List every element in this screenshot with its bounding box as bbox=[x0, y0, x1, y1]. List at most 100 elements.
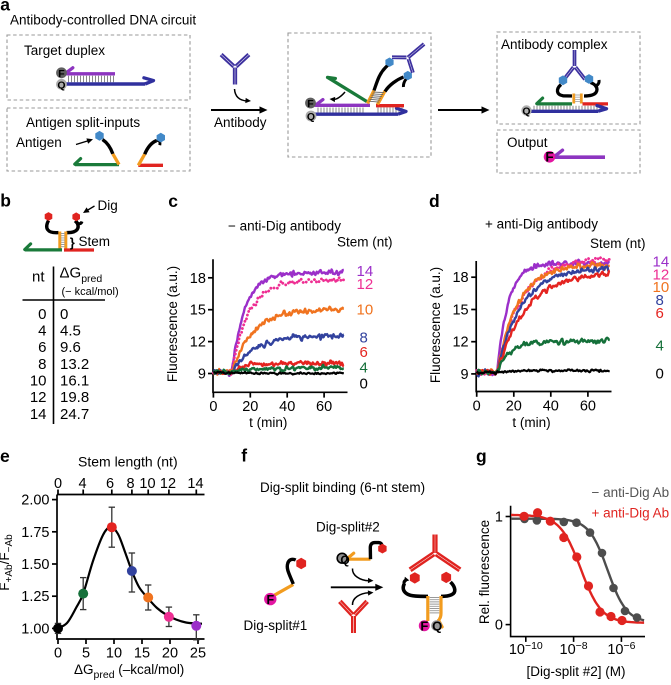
svg-text:Antigen split-inputs: Antigen split-inputs bbox=[26, 115, 140, 130]
svg-text:nt: nt bbox=[32, 269, 45, 286]
svg-text:8: 8 bbox=[38, 356, 46, 373]
svg-text:19.8: 19.8 bbox=[60, 389, 89, 406]
svg-text:Fluorescence (a.u.): Fluorescence (a.u.) bbox=[165, 266, 180, 382]
svg-text:(− kcal/mol): (− kcal/mol) bbox=[62, 286, 119, 298]
svg-text:8: 8 bbox=[656, 292, 664, 309]
svg-text:Q: Q bbox=[307, 111, 315, 123]
svg-text:20: 20 bbox=[242, 399, 258, 415]
svg-text:t (min): t (min) bbox=[249, 415, 287, 430]
svg-text:13.2: 13.2 bbox=[60, 356, 89, 373]
svg-text:15: 15 bbox=[190, 303, 206, 319]
svg-text:10: 10 bbox=[653, 279, 670, 296]
svg-text:Target duplex: Target duplex bbox=[24, 43, 105, 58]
svg-text:1.50: 1.50 bbox=[21, 557, 49, 573]
svg-text:40: 40 bbox=[279, 399, 295, 415]
svg-text:12: 12 bbox=[357, 276, 374, 293]
svg-text:ΔGpred (–kcal/mol): ΔGpred (–kcal/mol) bbox=[74, 662, 184, 681]
svg-text:9: 9 bbox=[198, 367, 206, 383]
svg-text:Antibody-controlled DNA circui: Antibody-controlled DNA circuit bbox=[10, 13, 196, 28]
svg-text:c: c bbox=[168, 191, 178, 211]
svg-text:F: F bbox=[307, 98, 314, 110]
svg-text:20: 20 bbox=[162, 646, 178, 662]
svg-text:6: 6 bbox=[360, 344, 368, 361]
svg-text:60: 60 bbox=[580, 398, 596, 414]
svg-text:[Dig-split #2] (M): [Dig-split #2] (M) bbox=[527, 664, 626, 679]
svg-text:Stem: Stem bbox=[79, 234, 111, 249]
svg-text:12: 12 bbox=[30, 389, 47, 406]
svg-text:12: 12 bbox=[160, 476, 176, 492]
svg-text:Dig: Dig bbox=[98, 198, 118, 213]
svg-text:1.25: 1.25 bbox=[21, 589, 49, 605]
svg-text:5: 5 bbox=[82, 646, 90, 662]
svg-text:2.00: 2.00 bbox=[21, 493, 49, 509]
svg-text:24.7: 24.7 bbox=[60, 406, 89, 423]
svg-text:0: 0 bbox=[473, 398, 481, 414]
svg-text:0: 0 bbox=[54, 476, 62, 492]
svg-text:Dig-split#1: Dig-split#1 bbox=[244, 618, 308, 633]
svg-text:Antibody complex: Antibody complex bbox=[501, 37, 608, 52]
svg-text:Antigen: Antigen bbox=[16, 135, 62, 150]
svg-text:t (min): t (min) bbox=[512, 415, 550, 430]
svg-text:8: 8 bbox=[126, 476, 134, 492]
svg-text:25: 25 bbox=[190, 646, 206, 662]
svg-text:+ anti-Dig antibody: + anti-Dig antibody bbox=[485, 217, 598, 232]
svg-text:18: 18 bbox=[452, 270, 468, 286]
svg-text:10: 10 bbox=[30, 373, 47, 390]
svg-text:Stem (nt): Stem (nt) bbox=[590, 236, 646, 251]
svg-text:}: } bbox=[70, 235, 75, 250]
svg-text:20: 20 bbox=[506, 398, 522, 414]
svg-text:Fluorescence (a.u.): Fluorescence (a.u.) bbox=[428, 267, 443, 383]
svg-text:Output: Output bbox=[507, 135, 548, 150]
svg-text:4: 4 bbox=[38, 323, 46, 340]
svg-text:10: 10 bbox=[106, 646, 122, 662]
svg-text:b: b bbox=[0, 190, 11, 210]
svg-text:Dig-split binding (6-nt stem): Dig-split binding (6-nt stem) bbox=[260, 480, 425, 495]
svg-text:1: 1 bbox=[495, 510, 503, 526]
svg-text:4.5: 4.5 bbox=[60, 323, 81, 340]
svg-text:0: 0 bbox=[60, 306, 68, 323]
svg-text:9: 9 bbox=[461, 367, 469, 383]
svg-text:14: 14 bbox=[357, 263, 374, 280]
svg-text:− anti-Dig antibody: − anti-Dig antibody bbox=[228, 219, 341, 234]
svg-text:F: F bbox=[420, 619, 428, 634]
svg-text:14: 14 bbox=[187, 476, 203, 492]
svg-text:− anti-Dig Ab: − anti-Dig Ab bbox=[592, 485, 670, 500]
svg-text:10: 10 bbox=[357, 302, 374, 319]
svg-text:4: 4 bbox=[360, 360, 368, 377]
svg-text:60: 60 bbox=[316, 399, 332, 415]
svg-text:12: 12 bbox=[452, 335, 468, 351]
svg-text:Antibody: Antibody bbox=[214, 115, 267, 130]
svg-text:6: 6 bbox=[656, 305, 664, 322]
svg-text:Stem (nt): Stem (nt) bbox=[337, 235, 393, 250]
svg-text:6: 6 bbox=[38, 339, 46, 356]
svg-text:0: 0 bbox=[495, 618, 503, 634]
svg-text:e: e bbox=[0, 446, 10, 466]
svg-text:15: 15 bbox=[134, 646, 150, 662]
svg-text:Dig-split#2: Dig-split#2 bbox=[316, 520, 380, 535]
svg-text:Q: Q bbox=[432, 619, 442, 634]
svg-text:0: 0 bbox=[38, 306, 46, 323]
svg-text:16.1: 16.1 bbox=[60, 373, 89, 390]
svg-text:4: 4 bbox=[78, 476, 86, 492]
svg-text:9.6: 9.6 bbox=[60, 339, 81, 356]
svg-text:g: g bbox=[476, 446, 487, 466]
svg-text:F+Ab/F−Ab: F+Ab/F−Ab bbox=[0, 534, 15, 591]
svg-text:Stem length (nt): Stem length (nt) bbox=[78, 454, 178, 470]
svg-text:14: 14 bbox=[30, 406, 47, 423]
svg-text:Q: Q bbox=[57, 79, 65, 91]
svg-text:1.00: 1.00 bbox=[21, 621, 49, 637]
svg-text:14: 14 bbox=[653, 254, 670, 271]
svg-text:a: a bbox=[0, 0, 10, 14]
svg-text:12: 12 bbox=[653, 267, 670, 284]
svg-text:1.75: 1.75 bbox=[21, 525, 49, 541]
svg-text:4: 4 bbox=[656, 338, 664, 355]
svg-text:6: 6 bbox=[106, 476, 114, 492]
svg-text:0: 0 bbox=[656, 366, 664, 383]
svg-text:F: F bbox=[545, 150, 553, 165]
svg-text:0: 0 bbox=[209, 399, 217, 415]
svg-text:0: 0 bbox=[54, 646, 62, 662]
svg-text:Q: Q bbox=[522, 106, 530, 118]
svg-text:15: 15 bbox=[452, 303, 468, 319]
svg-text:Rel. fluorescence: Rel. fluorescence bbox=[477, 520, 492, 624]
svg-text:8: 8 bbox=[360, 330, 368, 347]
